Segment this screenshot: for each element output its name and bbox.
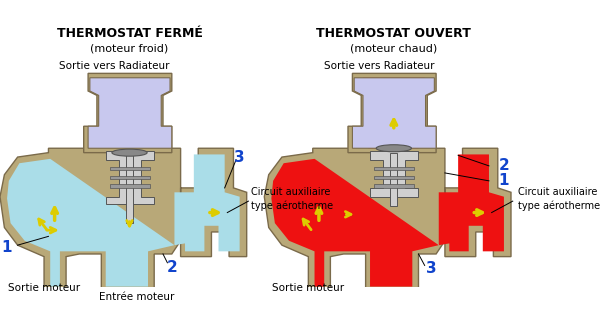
Bar — [110, 184, 150, 188]
Text: THERMOSTAT FERMÉ: THERMOSTAT FERMÉ — [56, 27, 202, 40]
Polygon shape — [88, 78, 172, 148]
Bar — [374, 176, 414, 179]
Text: THERMOSTAT OUVERT: THERMOSTAT OUVERT — [316, 27, 471, 40]
Text: (moteur chaud): (moteur chaud) — [350, 44, 437, 54]
Text: 1: 1 — [2, 240, 12, 255]
Polygon shape — [370, 151, 418, 197]
Text: 1: 1 — [499, 173, 509, 188]
Polygon shape — [106, 151, 154, 204]
Text: Circuit auxiliaire
type aérotherme: Circuit auxiliaire type aérotherme — [251, 187, 333, 211]
Text: Circuit auxiliaire
type aérotherme: Circuit auxiliaire type aérotherme — [518, 187, 600, 211]
Bar — [390, 153, 397, 206]
Polygon shape — [7, 154, 239, 287]
Bar — [110, 167, 150, 170]
Text: 3: 3 — [427, 261, 437, 276]
Text: 2: 2 — [166, 260, 177, 275]
Bar — [126, 153, 133, 223]
Text: 3: 3 — [235, 150, 245, 165]
Text: Sortie vers Radiateur: Sortie vers Radiateur — [323, 61, 434, 71]
Ellipse shape — [376, 145, 412, 152]
Text: 2: 2 — [499, 158, 509, 173]
Text: (moteur froid): (moteur froid) — [91, 44, 169, 54]
Text: Entrée moteur: Entrée moteur — [99, 292, 174, 302]
Text: Sortie moteur: Sortie moteur — [272, 283, 344, 293]
Bar — [110, 176, 150, 179]
Polygon shape — [271, 154, 504, 287]
Polygon shape — [265, 148, 511, 292]
Polygon shape — [363, 78, 425, 148]
Bar — [374, 184, 414, 188]
Text: Sortie moteur: Sortie moteur — [8, 283, 80, 293]
Ellipse shape — [112, 149, 147, 156]
Polygon shape — [352, 78, 436, 148]
Bar — [374, 167, 414, 170]
Polygon shape — [83, 73, 172, 153]
Polygon shape — [348, 73, 436, 153]
Text: Sortie vers Radiateur: Sortie vers Radiateur — [59, 61, 170, 71]
Polygon shape — [0, 148, 247, 292]
